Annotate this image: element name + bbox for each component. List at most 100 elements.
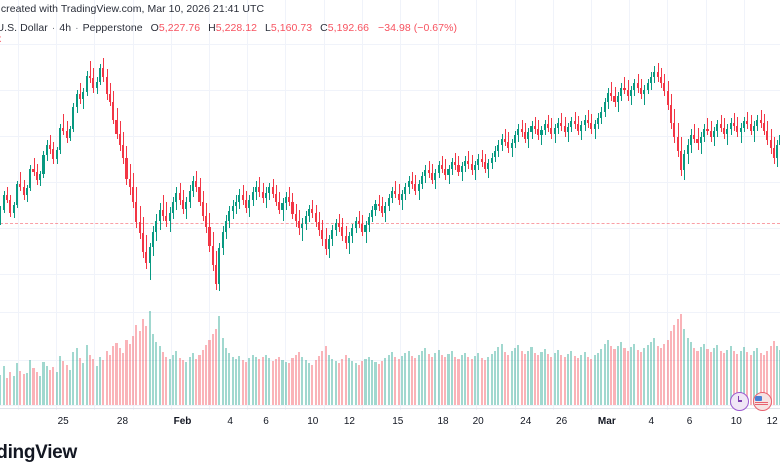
volume-bar: [420, 351, 423, 405]
time-axis-label: 10: [307, 416, 319, 427]
candle-body: [580, 125, 583, 131]
candle-body: [626, 89, 629, 96]
candle-body: [484, 162, 487, 169]
candle-body: [45, 144, 48, 156]
volume-bar: [268, 358, 271, 405]
candle-body: [676, 137, 679, 152]
volume-bar: [364, 358, 367, 405]
grid-line-vertical: [171, 0, 172, 410]
volume-bar: [650, 341, 653, 405]
candle-wick: [20, 171, 22, 191]
grid-line-vertical: [324, 0, 325, 410]
volume-bar: [181, 360, 184, 405]
volume-bar: [633, 343, 636, 405]
volume-bar: [25, 373, 28, 405]
volume-bar: [673, 324, 676, 405]
candle-body: [769, 140, 772, 149]
grid-line-horizontal: [0, 405, 780, 406]
volume-bar: [158, 346, 161, 405]
candle-body: [603, 102, 606, 112]
candle-body: [563, 125, 566, 133]
volume-bar: [391, 351, 394, 405]
grid-line-vertical: [706, 0, 707, 410]
candle-body: [377, 204, 380, 207]
candle-body: [59, 128, 62, 151]
candle-wick: [700, 132, 702, 155]
candle-body: [298, 220, 301, 229]
volume-bar: [703, 344, 706, 405]
candle-body: [168, 212, 171, 221]
time-axis[interactable]: 25 28 Feb 4 6 10 12 15 18 20 24 26 Mar 4 6 10 12: [0, 408, 780, 435]
volume-bar: [706, 349, 709, 405]
volume-bar: [341, 359, 344, 405]
volume-bar: [444, 357, 447, 405]
flag-stripe: [755, 404, 768, 406]
candle-body: [507, 141, 510, 149]
volume-bar: [716, 345, 719, 405]
volume-bar: [683, 328, 686, 405]
volume-bar: [606, 340, 609, 405]
volume-bar: [736, 353, 739, 405]
volume-bar: [244, 362, 248, 405]
candle-body: [211, 245, 214, 265]
volume-bar: [69, 370, 72, 405]
candle-body: [570, 121, 573, 127]
candle-wick: [720, 114, 722, 133]
candle-wick: [33, 157, 35, 177]
volume-bar: [95, 365, 98, 405]
volume-bar: [530, 347, 533, 405]
volume-bar: [357, 364, 360, 405]
volume-bar: [205, 345, 208, 405]
volume-bar: [570, 351, 573, 405]
candle-body: [98, 67, 101, 82]
candle-body: [437, 165, 440, 174]
volume-bar: [254, 356, 257, 405]
candle-body: [716, 124, 719, 131]
time-axis-label: 4: [648, 416, 655, 427]
volume-bar: [258, 359, 261, 405]
volume-bar: [527, 350, 530, 405]
volume-bar: [596, 352, 599, 405]
volume-bar: [228, 353, 231, 405]
candle-body: [138, 222, 141, 234]
candle-body: [503, 138, 506, 142]
grid-line-vertical: [285, 0, 286, 410]
volume-bar: [105, 351, 108, 405]
volume-bar: [699, 347, 702, 405]
candle-body: [533, 125, 536, 130]
grid-line-vertical: [476, 0, 477, 410]
candle-wick: [644, 84, 646, 106]
candle-body: [742, 121, 746, 128]
candle-body: [241, 194, 244, 201]
candle-wick: [166, 202, 168, 227]
volume-bar: [291, 358, 294, 405]
candle-body: [15, 184, 18, 205]
volume-bar: [663, 344, 666, 405]
candle-body: [65, 131, 68, 138]
candle-body: [387, 197, 390, 207]
volume-pane[interactable]: [0, 311, 780, 408]
volume-bar: [15, 363, 18, 405]
clock-icon[interactable]: [730, 392, 749, 411]
flag-icon[interactable]: [753, 392, 772, 411]
volume-bar: [191, 353, 194, 405]
flag-stripe: [755, 401, 768, 403]
volume-bar: [450, 351, 453, 405]
candle-body: [699, 137, 702, 144]
grid-line-horizontal: [0, 90, 780, 91]
volume-bar: [424, 348, 427, 405]
candle-body: [746, 121, 749, 125]
candle-body: [274, 193, 277, 202]
candle-body: [477, 159, 480, 165]
volume-bar: [749, 354, 752, 405]
candle-body: [314, 213, 317, 223]
price-pane[interactable]: [0, 0, 780, 312]
candle-wick: [561, 113, 563, 131]
volume-bar: [221, 338, 224, 405]
candle-body: [161, 209, 165, 216]
volume-bar: [9, 372, 12, 405]
volume-bar: [78, 358, 82, 405]
candle-body: [703, 129, 706, 137]
volume-bar: [676, 319, 679, 405]
